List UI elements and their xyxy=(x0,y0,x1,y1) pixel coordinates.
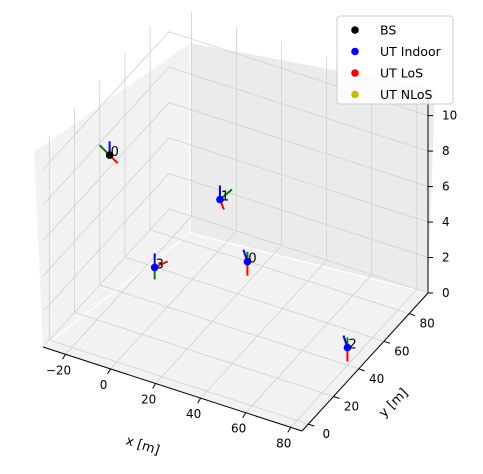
grid-line-z-left xyxy=(42,31,170,170)
x-tick-label: −20 xyxy=(46,363,71,377)
y-tick-mark xyxy=(408,313,416,317)
grid-line-z-left xyxy=(42,137,170,277)
x-tick-mark xyxy=(107,368,111,375)
grid-line-y-floor xyxy=(49,339,309,425)
x-tick-mark xyxy=(197,397,202,404)
legend-label: UT LoS xyxy=(380,66,423,81)
z-tick-label: 0 xyxy=(442,286,450,300)
x-tick-label: 80 xyxy=(276,436,291,450)
z-tick-label: 6 xyxy=(442,180,450,194)
axis-lines xyxy=(42,89,429,432)
point-label: 0 xyxy=(111,145,119,160)
z-tick-label: 2 xyxy=(442,251,450,265)
point-marker xyxy=(150,263,159,272)
grid-line-x-floor xyxy=(290,289,418,428)
grid-line-z-left xyxy=(42,173,170,312)
grid-line-x-floor xyxy=(110,230,237,370)
legend-marker xyxy=(351,69,359,77)
grid-line-z-back xyxy=(168,173,429,258)
y-tick-mark xyxy=(383,340,391,344)
legend-label: UT NLoS xyxy=(380,87,433,102)
x-axis-label: x [m] xyxy=(124,434,162,459)
grid-line-y-floor xyxy=(149,229,410,315)
pane-floor xyxy=(43,233,428,431)
point-marker xyxy=(105,151,114,160)
legend-marker xyxy=(351,47,359,56)
pane-back xyxy=(190,43,435,293)
y-tick-label: 20 xyxy=(344,400,359,414)
x-tick-label: 0 xyxy=(100,378,108,392)
grid-line-y-floor xyxy=(124,256,385,342)
point-marker xyxy=(216,195,224,204)
x-tick-mark xyxy=(62,354,66,360)
legend-label: BS xyxy=(380,23,396,38)
data-points: 0 0 1 2 3 xyxy=(98,141,357,362)
grid-line-z-back xyxy=(168,208,429,294)
grid-line-z-left xyxy=(42,102,170,241)
point-label: 1 xyxy=(221,190,229,205)
grid-line-y-floor xyxy=(99,284,359,370)
point-label: 0 xyxy=(248,252,256,267)
z-tick-label: 8 xyxy=(442,144,450,158)
x-tick-label: 20 xyxy=(141,393,156,407)
x-tick-mark xyxy=(242,412,247,418)
y-tick-mark xyxy=(333,396,340,399)
point-label: 2 xyxy=(348,338,356,353)
y-tick-label: 60 xyxy=(394,344,409,358)
y-axis-label: y [m] xyxy=(376,386,411,421)
grid-line-z-left xyxy=(42,208,170,348)
pane-left xyxy=(34,43,190,347)
x-tick-mark xyxy=(152,383,157,389)
grid-line-x-floor xyxy=(200,259,327,399)
y-tick-mark xyxy=(358,368,365,372)
legend-marker xyxy=(351,90,359,99)
point-marker xyxy=(343,343,352,352)
x-axis-line xyxy=(42,346,303,432)
y-tick-label: 40 xyxy=(369,372,384,386)
x-tick-mark xyxy=(287,427,292,433)
grid-line-z-back xyxy=(168,102,429,187)
x-tick-label: 40 xyxy=(186,407,201,421)
legend-entries: BS UT Indoor UT LoS UT NLoS xyxy=(351,23,442,102)
z-tick-label: 4 xyxy=(442,215,450,229)
point-label: 3 xyxy=(156,257,164,272)
grid-line-x-floor xyxy=(65,216,192,355)
point-marker xyxy=(243,257,252,266)
grid-line-y-floor xyxy=(74,312,334,397)
y-tick-label: 0 xyxy=(322,427,330,441)
grid-line-z-back xyxy=(168,66,429,152)
grid-line-x-floor xyxy=(155,245,282,384)
y-axis-line xyxy=(301,292,429,432)
grid-lines xyxy=(42,12,429,428)
y-tick-mark xyxy=(308,423,315,427)
legend-box xyxy=(336,15,454,105)
legend-label: UT Indoor xyxy=(380,44,442,59)
grid-line-z-left xyxy=(42,66,170,206)
grid-line-z-back xyxy=(168,137,429,223)
z-tick-label: 10 xyxy=(442,109,457,123)
x-tick-label: 60 xyxy=(231,422,246,436)
grid-line-x-floor xyxy=(245,274,372,414)
legend: BS UT Indoor UT LoS UT NLoS xyxy=(336,15,454,105)
legend-marker xyxy=(351,26,359,34)
y-tick-label: 80 xyxy=(419,317,434,331)
